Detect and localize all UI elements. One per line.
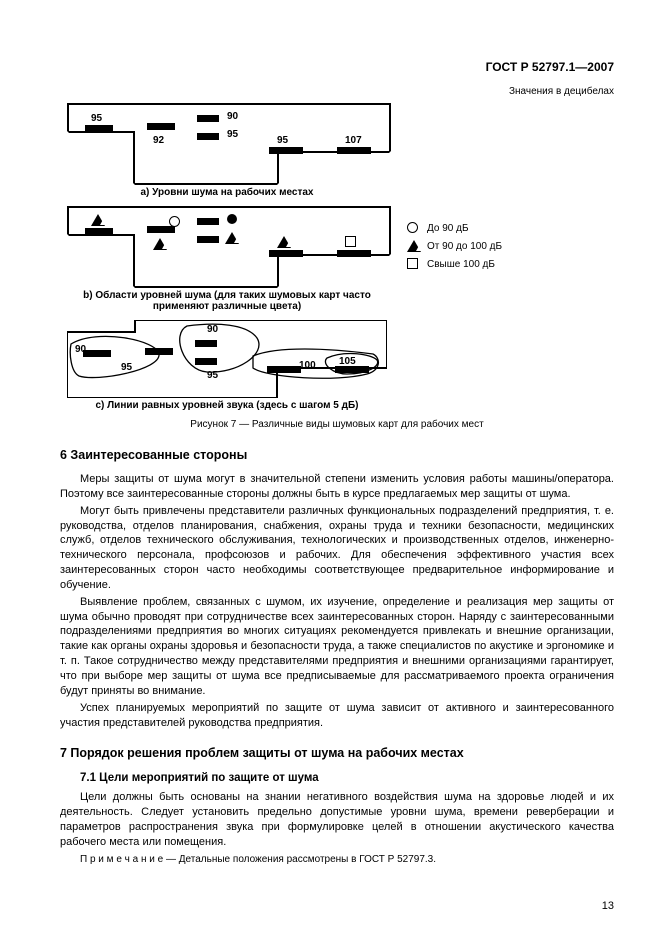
tri-marker [153,238,167,250]
contour-value: 95 [121,362,132,373]
noise-value: 95 [277,135,288,146]
legend-label: От 90 до 100 дБ [427,241,502,252]
tri-marker [225,232,239,244]
circle-fill-marker [227,214,237,224]
page: ГОСТ Р 52797.1—2007 Значения в децибелах… [0,0,662,936]
machine-bar [269,147,303,154]
diagram-b [67,206,391,288]
machine-bar [147,123,175,130]
diagram-c: 90 95 90 95 100 105 [67,320,387,398]
tri-marker [277,236,291,248]
machine-bar [267,366,301,373]
section-6-p1: Меры защиты от шума могут в значительной… [60,472,614,502]
caption-b: b) Области уровней шума (для таких шумов… [67,290,387,312]
section-7-1-p1: Цели должны быть основаны на знании нега… [60,790,614,849]
legend-label: Свыше 100 дБ [427,259,495,270]
tri-marker [407,240,421,252]
contour-value: 90 [75,344,86,355]
machine-bar [145,348,173,355]
section-6-p4: Успех планируемых мероприятий по защите … [60,701,614,731]
page-number: 13 [602,900,614,912]
machine-bar [337,250,371,257]
diagram-b-container: До 90 дБ От 90 до 100 дБ Свыше 100 дБ [67,206,607,288]
noise-value: 107 [345,135,362,146]
machine-bar [85,228,113,235]
machine-bar [197,133,219,140]
machine-bar [269,250,303,257]
machine-bar [197,115,219,122]
diagram-a: 95 92 90 95 95 107 [67,103,391,185]
contour-value: 95 [207,370,218,381]
noise-value: 95 [227,129,238,140]
caption-a: a) Уровни шума на рабочих местах [67,187,387,198]
machine-bar [335,366,369,373]
section-7-1-note: П р и м е ч а н и е — Детальные положени… [80,854,614,865]
section-6-title: 6 Заинтересованные стороны [60,448,614,462]
legend-row: До 90 дБ [407,222,502,234]
machine-bar [197,218,219,225]
circle-open-marker [169,216,180,227]
legend-label: До 90 дБ [427,223,469,234]
machine-bar [83,350,111,357]
caption-c: c) Линии равных уровней звука (здесь с ш… [67,400,387,411]
square-marker [345,236,356,247]
figure-main-caption: Рисунок 7 — Различные виды шумовых карт … [67,419,607,430]
tri-marker [91,214,105,226]
noise-value: 92 [153,135,164,146]
contour-value: 105 [339,356,356,367]
noise-value: 95 [91,113,102,124]
machine-bar [195,340,217,347]
units-label: Значения в децибелах [60,86,614,97]
machine-bar [85,125,113,132]
section-6-p2: Могут быть привлечены представители разл… [60,504,614,593]
figure-7: 95 92 90 95 95 107 a) Уровни шума на рабочих … [67,103,607,430]
section-7-title: 7 Порядок решения проблем защиты от шума… [60,746,614,760]
contour-value: 90 [207,324,218,335]
circle-open-marker [407,222,418,233]
section-7-1-title: 7.1 Цели мероприятий по защите от шума [80,772,614,784]
square-marker [407,258,418,269]
legend: До 90 дБ От 90 до 100 дБ Свыше 100 дБ [407,222,502,276]
noise-value: 90 [227,111,238,122]
standard-header: ГОСТ Р 52797.1—2007 [60,60,614,74]
machine-bar [197,236,219,243]
machine-bar [147,226,175,233]
legend-row: От 90 до 100 дБ [407,240,502,252]
machine-bar [195,358,217,365]
contour-value: 100 [299,360,316,371]
section-6-p3: Выявление проблем, связанных с шумом, их… [60,595,614,699]
machine-bar [337,147,371,154]
legend-row: Свыше 100 дБ [407,258,502,270]
